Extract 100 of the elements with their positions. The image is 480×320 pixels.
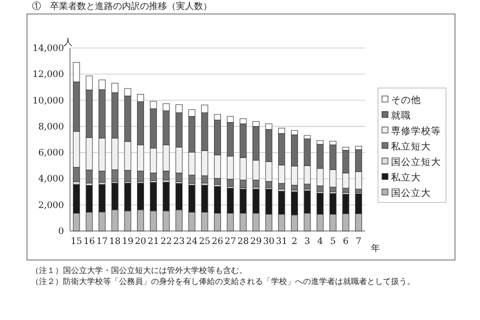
- bar: [304, 184, 311, 190]
- bar: [201, 112, 208, 151]
- bar: [86, 170, 93, 184]
- x-tick-label: 15: [70, 237, 82, 247]
- bar: [98, 89, 106, 138]
- bar: [252, 188, 260, 214]
- bar: [214, 154, 221, 179]
- bar: [291, 184, 298, 190]
- bar: [265, 161, 272, 182]
- x-tick-label: 24: [186, 237, 198, 247]
- x-tick-label: 6: [342, 237, 349, 247]
- bar: [342, 172, 350, 188]
- bar: [240, 180, 247, 188]
- bar: [86, 76, 93, 90]
- bar: [214, 178, 221, 185]
- bar: [176, 183, 182, 210]
- bar: [188, 212, 196, 232]
- y-tick-label: 12,000: [32, 70, 64, 80]
- bar: [124, 96, 132, 142]
- bar: [124, 182, 132, 212]
- bar: [214, 114, 221, 120]
- x-axis-title: 年: [371, 243, 380, 254]
- bar: [176, 146, 182, 174]
- bar: [316, 140, 324, 144]
- bar: [137, 170, 144, 182]
- bar: [278, 133, 286, 166]
- bar: [72, 131, 80, 168]
- bar: [342, 150, 350, 174]
- x-tick-label: 16: [84, 237, 96, 247]
- bar: [176, 172, 182, 182]
- bar: [111, 82, 118, 93]
- x-tick-label: 5: [330, 237, 336, 247]
- bar: [265, 124, 272, 130]
- bar: [162, 182, 170, 212]
- bar: [304, 135, 311, 140]
- bar: [162, 210, 170, 232]
- bar: [111, 210, 118, 232]
- chart-title: ① 卒業者数と進路の内訳の推移（実人数）: [32, 1, 212, 12]
- x-tick-label: 22: [160, 237, 172, 247]
- bar: [72, 62, 80, 82]
- bar: [86, 137, 93, 170]
- legend-label: その他: [391, 94, 421, 106]
- bar: [137, 144, 144, 172]
- bar: [316, 168, 324, 186]
- bar: [252, 126, 260, 161]
- bar: [265, 188, 272, 215]
- bar: [150, 108, 157, 149]
- legend-label: 国公立短大: [391, 156, 441, 168]
- bar: [278, 214, 286, 232]
- bar: [240, 188, 247, 214]
- bar: [72, 82, 80, 132]
- bar: [98, 138, 106, 172]
- bar: [124, 170, 132, 182]
- bar: [188, 116, 196, 152]
- x-tick-label: 26: [212, 237, 224, 247]
- bar: [72, 167, 80, 182]
- bar: [329, 169, 336, 188]
- x-tick-label: 20: [134, 237, 147, 247]
- bar: [137, 210, 144, 232]
- x-tick-label: 29: [250, 237, 262, 247]
- legend-label: 就職: [391, 110, 411, 122]
- bar: [188, 109, 196, 117]
- bar: [291, 214, 298, 232]
- bar: [162, 103, 170, 111]
- x-tick-label: 23: [173, 237, 186, 247]
- bar: [252, 160, 260, 180]
- x-tick-label: 31: [276, 237, 288, 247]
- bar: [162, 170, 170, 180]
- bar: [329, 214, 336, 232]
- bar: [72, 212, 80, 232]
- bar: [214, 120, 221, 156]
- legend-label: 私立大: [391, 172, 421, 184]
- bar: [124, 210, 132, 232]
- bar: [329, 193, 336, 215]
- bar: [265, 214, 272, 232]
- bar: [150, 210, 157, 232]
- bar: [98, 80, 106, 90]
- bar: [278, 128, 286, 134]
- bar: [111, 92, 118, 138]
- bar: [176, 104, 182, 113]
- bar: [201, 212, 208, 232]
- bar: [86, 185, 93, 212]
- bar: [342, 194, 350, 214]
- bar: [316, 214, 324, 232]
- bar: [316, 144, 324, 169]
- bar: [316, 186, 324, 192]
- y-axis-title: 人: [64, 37, 72, 48]
- bar: [150, 101, 157, 109]
- text: （注１）国公立大学・国公立短大には管外大学校等も含む。: [31, 266, 247, 275]
- bar: [291, 130, 298, 136]
- x-tick-label: 3: [304, 237, 310, 247]
- x-tick-label: 25: [198, 237, 211, 247]
- bar: [355, 188, 362, 193]
- x-tick-label: 19: [122, 237, 134, 247]
- y-tick-label: 8,000: [38, 122, 64, 132]
- bar: [188, 184, 196, 212]
- bar: [124, 88, 132, 96]
- x-tick-label: 17: [96, 237, 108, 247]
- x-tick-label: 30: [263, 237, 275, 247]
- bar: [240, 212, 247, 232]
